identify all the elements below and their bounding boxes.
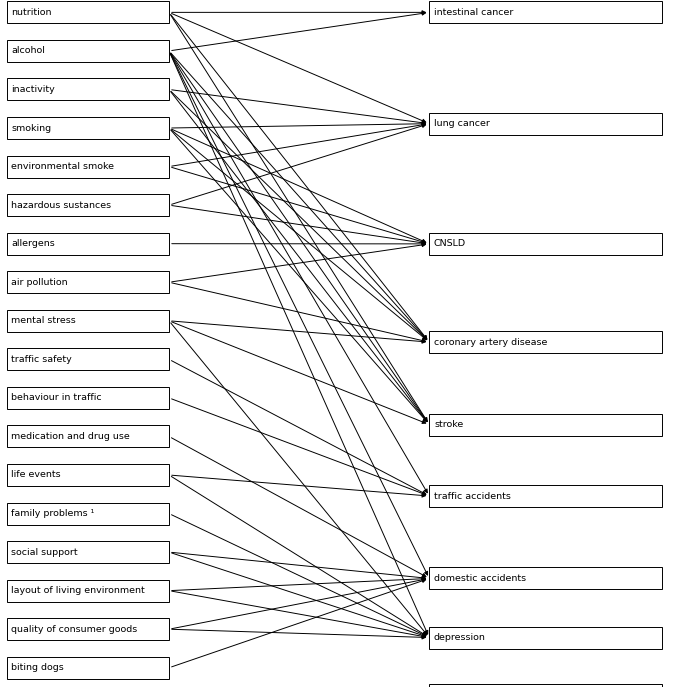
Text: intestinal cancer: intestinal cancer <box>434 8 513 17</box>
FancyBboxPatch shape <box>7 657 169 679</box>
FancyBboxPatch shape <box>7 194 169 216</box>
Text: stroke: stroke <box>434 420 463 429</box>
Text: biting dogs: biting dogs <box>11 663 64 673</box>
FancyBboxPatch shape <box>7 271 169 293</box>
Text: traffic accidents: traffic accidents <box>434 491 511 501</box>
FancyBboxPatch shape <box>7 78 169 100</box>
FancyBboxPatch shape <box>7 387 169 409</box>
Text: life events: life events <box>11 471 61 480</box>
FancyBboxPatch shape <box>7 155 169 177</box>
FancyBboxPatch shape <box>429 684 662 687</box>
FancyBboxPatch shape <box>429 567 662 589</box>
FancyBboxPatch shape <box>7 348 169 370</box>
Text: mental stress: mental stress <box>11 316 76 325</box>
FancyBboxPatch shape <box>7 310 169 332</box>
FancyBboxPatch shape <box>429 485 662 507</box>
Text: family problems ¹: family problems ¹ <box>11 509 95 518</box>
Text: depression: depression <box>434 633 486 642</box>
Text: lung cancer: lung cancer <box>434 119 490 128</box>
Text: alcohol: alcohol <box>11 47 45 56</box>
Text: traffic safety: traffic safety <box>11 355 72 364</box>
FancyBboxPatch shape <box>429 627 662 649</box>
Text: coronary artery disease: coronary artery disease <box>434 337 548 347</box>
FancyBboxPatch shape <box>7 503 169 525</box>
FancyBboxPatch shape <box>7 618 169 640</box>
FancyBboxPatch shape <box>7 40 169 62</box>
Text: domestic accidents: domestic accidents <box>434 574 526 583</box>
FancyBboxPatch shape <box>7 541 169 563</box>
Text: social support: social support <box>11 548 78 556</box>
FancyBboxPatch shape <box>7 233 169 255</box>
Text: behaviour in traffic: behaviour in traffic <box>11 394 102 403</box>
FancyBboxPatch shape <box>7 580 169 602</box>
FancyBboxPatch shape <box>7 464 169 486</box>
Text: CNSLD: CNSLD <box>434 239 466 249</box>
Text: smoking: smoking <box>11 124 51 133</box>
Text: hazardous sustances: hazardous sustances <box>11 201 112 210</box>
FancyBboxPatch shape <box>429 1 662 23</box>
FancyBboxPatch shape <box>429 113 662 135</box>
Text: air pollution: air pollution <box>11 278 68 286</box>
Text: quality of consumer goods: quality of consumer goods <box>11 624 138 633</box>
FancyBboxPatch shape <box>429 414 662 436</box>
Text: allergens: allergens <box>11 239 55 248</box>
FancyBboxPatch shape <box>7 1 169 23</box>
FancyBboxPatch shape <box>429 233 662 255</box>
FancyBboxPatch shape <box>7 425 169 447</box>
Text: medication and drug use: medication and drug use <box>11 432 130 441</box>
Text: nutrition: nutrition <box>11 8 52 17</box>
Text: layout of living environment: layout of living environment <box>11 586 145 595</box>
Text: inactivity: inactivity <box>11 85 55 94</box>
FancyBboxPatch shape <box>429 331 662 353</box>
FancyBboxPatch shape <box>7 117 169 139</box>
Text: environmental smoke: environmental smoke <box>11 162 114 171</box>
